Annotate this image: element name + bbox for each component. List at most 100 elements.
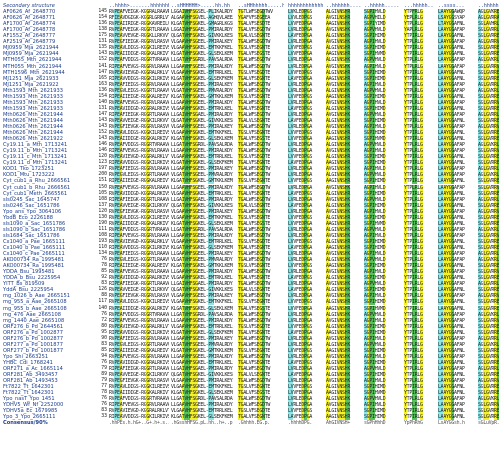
- sequence-start-position: 138: [98, 27, 107, 33]
- alignment-block-4: LVRLEDPGA: [288, 63, 313, 70]
- alignment-block-2: VLGAAVHFSGKEL-EMTKKFKELS: [171, 299, 233, 306]
- alignment-block-9: SGLGVRRESRPV: [478, 136, 499, 143]
- sequence-start-position: 152: [98, 57, 107, 63]
- alignment-block-1: RVPEAFVEVGS-RGGRVLRAAVASAGRS: [109, 353, 169, 361]
- alignment-block-4: LVVFEDPGS: [288, 238, 313, 245]
- alignment-block-6: SGPIHIMD: [364, 202, 386, 209]
- alignment-block-9: AGLGVKRLSRPI: [478, 226, 499, 233]
- alignment-block-6: AGPIHVLD: [364, 378, 386, 385]
- sequence-start-position: 117: [98, 299, 107, 305]
- alignment-block-8: LAAYGGAFNL: [438, 190, 465, 197]
- alignment-block-4: LAVFEDPGA: [288, 117, 313, 124]
- sequence-name: Cy19.11_c_Mth_1713241: [3, 154, 67, 161]
- alignment-block-4: LVVFEDPGS: [288, 299, 313, 306]
- alignment-block-7: YEPLRLG: [404, 15, 423, 22]
- sequence-name: KOD1_Mtu_1723222: [3, 172, 55, 179]
- alignment-block-8: LAAYGGAFAP: [438, 378, 465, 385]
- alignment-block-3: TGALWFSEGDTW: [238, 124, 271, 130]
- alignment-block-1: RIPEAIIEIGE-RGGKALREIVTSAGRA: [109, 347, 169, 355]
- alignment-block-7: YTPLRLG: [404, 39, 423, 46]
- sequence-name: Mth0626_Mth_2621944: [3, 130, 63, 137]
- alignment-block-7: YTPLRLG: [404, 184, 423, 191]
- alignment-block-3: TGSLVFSEGNTE: [238, 299, 271, 306]
- alignment-block-9: AGLGVRRLSRPV: [478, 251, 499, 258]
- alignment-block-1: RVPEAFVDIGS-RGGRTVRAAVASAGRT: [109, 226, 169, 234]
- alignment-block-2: LLGAAVHFSGEEL-PMIRALKDYS: [171, 353, 233, 360]
- alignment-block-4: LAVFEDPGA: [288, 245, 313, 251]
- sequence-name: Mth1593_Mth_2621933: [3, 105, 63, 112]
- alignment-block-3: TGSLVFSEGNTE: [238, 384, 271, 391]
- alignment-block-2: LLGAIVHFSGAEL-PMIRALRDYS: [171, 281, 233, 288]
- alignment-block-7: YTPIRLG: [404, 414, 423, 421]
- alignment-block-5: ALGIVNSHK: [326, 372, 351, 379]
- alignment-block-2: LLGAAVHFSGEEL-PMIRALKDYS: [171, 269, 233, 276]
- alignment-block-7: YTPIRLG: [404, 220, 423, 227]
- alignment-block-9: SGLGVRRESRPV: [478, 190, 499, 197]
- sequence-start-position: 78: [101, 263, 107, 269]
- alignment-block-7: YTPIRLG: [404, 117, 423, 124]
- alignment-block-4: LVVFEDPGS: [288, 45, 313, 52]
- sequence-name: sls0246_Sac_1651786: [3, 202, 60, 209]
- alignment-block-9: AGLGVRRLSRPV: [478, 81, 499, 88]
- alignment-block-6: SGPIHVMD: [364, 136, 386, 143]
- alignment-block-3: TGSLVFSEGDTE: [238, 154, 271, 161]
- alignment-block-7: YTPLRLG: [404, 353, 423, 360]
- alignment-block-1: RVPEAFVDIGS-RGGRTVRAAVASAGRT: [109, 56, 169, 64]
- alignment-block-3: TGALVFSEGNTE: [238, 245, 271, 251]
- alignment-block-1: RVPEAFIEIGS-RGGRVLRAAVAASGRS: [109, 250, 169, 258]
- alignment-block-9: SGLGVRRESRPV: [478, 359, 499, 366]
- sequence-name: YbdB_Eco_2226188: [3, 214, 53, 221]
- alignment-block-6: AGPIHVLD: [364, 208, 386, 215]
- alignment-block-6: AGPIHVLD: [364, 269, 386, 276]
- sequence-name: sls1090_a_Sac_1651786: [3, 220, 66, 227]
- alignment-block-2: VLGAAVHFSGEEL-PMIRALKEYS: [171, 39, 233, 46]
- alignment-block-4: LVRLEDPGA: [288, 402, 313, 409]
- alignment-block-8: LAAYGGAFAP: [438, 39, 465, 46]
- alignment-block-9: SGLGVRRESRPI: [478, 45, 499, 52]
- alignment-block-6: SGPIHIMD: [364, 359, 386, 366]
- alignment-block-5: AVGIVNSHK: [326, 317, 351, 324]
- alignment-block-8: LAAYGGAFNL: [438, 51, 465, 58]
- alignment-block-6: AGPIHVLD: [364, 402, 386, 409]
- alignment-block-4: LVRLEDPGA: [288, 27, 313, 34]
- sequence-name: mg_955_b_Aae_2665108: [3, 305, 67, 312]
- alignment-block-5: AVGILNSHR: [326, 15, 351, 22]
- sequence-name: AF2519_Af_2648779: [3, 39, 56, 46]
- alignment-block-3: TGALVFSEGNTE: [238, 190, 271, 197]
- alignment-block-7: YTPLRLG: [404, 269, 423, 276]
- alignment-block-5: AVGIVNSHK: [326, 81, 351, 88]
- alignment-block-3: TGALVFSESDTE: [238, 21, 271, 28]
- alignment-block-3: TGSLVFSEGDTE: [238, 69, 271, 76]
- alignment-block-7: YTPLRLG: [404, 172, 423, 179]
- alignment-block-1: RVPEAVVEIGE-RGGKILRKVVTSAGRA: [109, 286, 169, 294]
- alignment-block-5: AVGIVNSHK: [326, 402, 351, 409]
- sequence-name: AF0626_Af_2648770: [3, 9, 56, 16]
- sequence-name: Mth0626_Mth_2621922: [3, 136, 63, 143]
- sequence-name: Cx1040_c_Pae_2665111: [3, 251, 65, 258]
- alignment-block-6: AGPVHVLD: [364, 396, 386, 403]
- alignment-block-5: AVGIVNSHK: [326, 111, 351, 118]
- alignment-block-1: RIPEAFIEIGK-RGGRTLRAAVAASGRS: [109, 365, 169, 373]
- alignment-block-3: TGSLVFSEGDTE: [238, 323, 271, 330]
- alignment-block-9: SGLGVRRESRPV: [478, 305, 499, 312]
- alignment-block-1: RIPEAVVDIGS-RGGKILRKIVSSAGRS: [109, 159, 169, 167]
- alignment-block-8: LAAYGGAFNL: [438, 384, 465, 391]
- alignment-block-4: LVVFEDPGA: [288, 51, 313, 58]
- alignment-block-9: AGLGVRRLSRPI: [478, 366, 499, 372]
- alignment-block-8: LAAYGGAFNL: [438, 299, 465, 306]
- sequence-name: AKO00734_Ra_1995481: [3, 257, 65, 264]
- alignment-block-4: LVRLEDPGA: [288, 353, 313, 360]
- sequence-name: Ypo_ans_Ypo_3064106: [3, 208, 62, 215]
- sequence-start-position: 94: [101, 353, 107, 359]
- sequence-start-position: 146: [98, 142, 107, 148]
- alignment-block-1: ..hhhh>.......hhhhhhhhhhhhhhh: [109, 3, 169, 9]
- alignment-block-2: QLGATVHFSGKEL-GIVKKLKESR: [171, 33, 233, 40]
- sequence-start-position: 197: [98, 166, 107, 172]
- alignment-block-4: LVVFEDPGS: [288, 178, 313, 185]
- alignment-block-6: SGPIHIMD: [364, 384, 386, 391]
- alignment-block-9: AGLGVKRLSRPI: [478, 57, 499, 64]
- alignment-block-2: VLGAAVHFSGEEL-PMIRALKEYS: [171, 293, 233, 300]
- alignment-block-5: ALGIVNSHK: [326, 341, 351, 348]
- alignment-block-6: SGPIHIMD: [364, 33, 386, 40]
